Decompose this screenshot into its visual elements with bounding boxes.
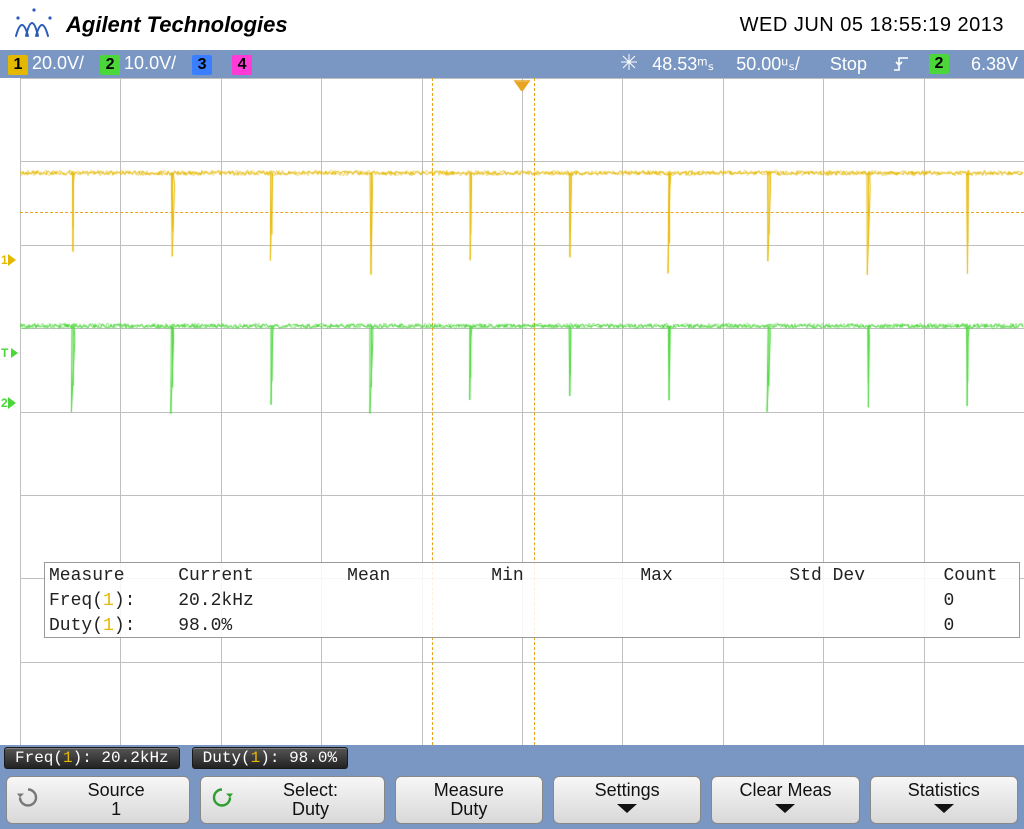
channel-badge-3[interactable]: 3 [192,55,212,75]
measurement-header-cell: Std Dev [785,566,939,586]
trigger-position-icon [513,78,531,96]
status-pill-freq: Freq(1): 20.2kHz [4,747,180,769]
softkey-select[interactable]: Select:Duty [200,776,384,824]
header: Agilent Technologies WED JUN 05 18:55:19… [0,0,1024,50]
channel-badge-2[interactable]: 2 [100,55,120,75]
trigger-level: 6.38V [971,54,1018,75]
grid-area: MeasureCurrentMeanMinMaxStd DevCountFreq… [20,78,1024,745]
dropdown-arrow-icon [613,798,641,819]
trigger-level-marker: T [1,346,19,360]
ground-marker-ch1: 1 [1,252,18,268]
channel-badge-4[interactable]: 4 [232,55,252,75]
toolbar: 120.0V/210.0V/34 48.53ᵐₛ 50.00ᵘₛ/ Stop 2… [0,50,1024,78]
scope-display: 1 2 T MeasureCurrentMeanMinMaxStd DevCount… [0,78,1024,745]
softkey-value: Duty [292,800,329,819]
measurement-header-cell: Max [636,566,785,586]
channel-badge-1[interactable]: 1 [8,55,28,75]
trigger-source-badge: 2 [929,54,949,74]
brand: Agilent Technologies [12,6,288,44]
delay-value: 48.53ᵐₛ [652,54,714,75]
datetime: WED JUN 05 18:55:19 2013 [740,14,1004,37]
softkey-clearmeas[interactable]: Clear Meas [711,776,859,824]
softkey-label: Select: [283,781,338,800]
measurement-header-cell: Mean [343,566,487,586]
softkey-source[interactable]: Source1 [6,776,190,824]
measurement-row: Freq(1):20.2kHz 0 [45,588,1019,613]
status-bar: Freq(1): 20.2kHz Duty(1): 98.0% [0,745,1024,771]
measurement-header-cell: Current [174,566,343,586]
rising-edge-icon [893,54,909,74]
svg-text:T: T [1,346,9,360]
measurement-header-row: MeasureCurrentMeanMinMaxStd DevCount [45,563,1019,588]
softkey-value: Duty [450,800,487,819]
measurement-cell: 20.2kHz [174,591,343,611]
status-pill-duty: Duty(1): 98.0% [192,747,348,769]
channel-scales: 120.0V/210.0V/34 [6,53,270,75]
brand-name: Agilent Technologies [66,12,288,38]
softkey-settings[interactable]: Settings [553,776,701,824]
measurement-cell: 0 [939,616,1019,636]
cycle-back-icon [17,787,39,814]
softkey-statistics[interactable]: Statistics [870,776,1018,824]
ground-marker-ch2: 2 [1,395,18,411]
left-gutter: 1 2 T [0,78,20,745]
measurement-cell: 0 [939,591,1019,611]
measurement-header-cell: Count [939,566,1019,586]
agilent-logo-icon [12,6,56,44]
channel-scale-2: 10.0V/ [124,53,176,73]
measurement-header-cell: Min [487,566,636,586]
cycle-forward-icon [211,787,233,814]
timebase-value: 50.00ᵘₛ/ [736,54,800,75]
dropdown-arrow-icon [930,798,958,819]
measurement-header-cell: Measure [45,566,174,586]
softkeys: Source1Select:DutyMeasureDutySettingsCle… [0,771,1024,829]
softkey-label: Measure [434,781,504,800]
channel-scale-1: 20.0V/ [32,53,84,73]
fine-adjust-icon [620,53,638,76]
measurement-row: Duty(1):98.0% 0 [45,613,1019,638]
run-state: Stop [830,54,867,75]
measurement-name: Freq(1): [45,591,174,611]
softkey-label: Source [88,781,145,800]
softkey-value: 1 [111,800,121,819]
waveform-canvas [20,78,1024,745]
measurement-name: Duty(1): [45,616,174,636]
dropdown-arrow-icon [771,798,799,819]
softkey-measure[interactable]: MeasureDuty [395,776,543,824]
measurement-cell: 98.0% [174,616,343,636]
measurement-panel: MeasureCurrentMeanMinMaxStd DevCountFreq… [44,562,1020,638]
